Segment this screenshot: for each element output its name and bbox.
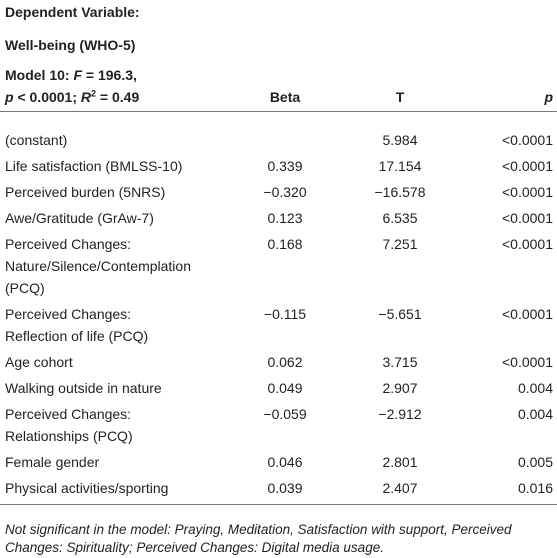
- label-line: Walking outside in nature: [5, 380, 162, 396]
- p-cell: 0.004: [517, 406, 553, 422]
- row-label: Awe/Gratitude (GrAw-7): [0, 205, 240, 231]
- dependent-variable: Well-being (WHO-5): [5, 37, 136, 53]
- p-cell: <0.0001: [502, 132, 553, 148]
- column-header: p: [544, 89, 553, 105]
- row-label: (constant): [0, 127, 240, 153]
- text: 2: [91, 88, 97, 99]
- label-line: Perceived burden (5NRS): [5, 184, 166, 200]
- text: Model 10:: [5, 67, 74, 83]
- row-label: Perceived Changes: Nature/Silence/Contemp…: [0, 231, 240, 301]
- text: < 0.0001;: [13, 89, 81, 105]
- model-stats: Model 10: F = 196.3, p < 0.0001; R2 = 0.4…: [5, 64, 139, 108]
- row-label: Perceived Changes: Relationships (PCQ): [0, 401, 240, 449]
- label-line: Female gender: [5, 454, 100, 470]
- table-row: Walking outside in nature 0.049 2.907 0.004: [0, 375, 557, 401]
- rule: [0, 111, 557, 112]
- text: p: [5, 89, 14, 105]
- footnote: Not significant in the model: Praying, M…: [5, 522, 512, 555]
- t-cell: 2.407: [382, 480, 418, 496]
- beta-cell: −0.059: [263, 406, 307, 422]
- row-label: Life satisfaction (BMLSS-10): [0, 153, 240, 179]
- label-line: (PCQ): [5, 280, 45, 296]
- row-label: Physical activities/sporting: [0, 475, 240, 501]
- row-label: Age cohort: [0, 349, 240, 375]
- row-label: Perceived Changes: Reflection of life (PC…: [0, 301, 240, 349]
- table-row: Age cohort 0.062 3.715 <0.0001: [0, 349, 557, 375]
- label-line: Perceived Changes:: [5, 406, 132, 422]
- label-line: Reflection of life (PCQ): [5, 328, 149, 344]
- beta-cell: −0.320: [263, 184, 307, 200]
- p-cell: <0.0001: [502, 184, 553, 200]
- label-line: Awe/Gratitude (GrAw-7): [5, 210, 154, 226]
- p-cell: <0.0001: [502, 236, 553, 252]
- p-cell: 0.004: [517, 380, 553, 396]
- beta-cell: 0.046: [267, 454, 303, 470]
- table-row: Perceived Changes: Reflection of life (PC…: [0, 301, 557, 349]
- text: = 196.3,: [82, 67, 137, 83]
- dependent-label: Dependent Variable:: [5, 4, 140, 20]
- table: (constant) 5.984 <0.0001 Life satisfaction …: [0, 127, 557, 501]
- t-cell: −2.912: [378, 406, 422, 422]
- table-row: Perceived Changes: Relationships (PCQ) −0.…: [0, 401, 557, 449]
- text: R: [80, 89, 92, 105]
- beta-cell: 0.168: [267, 236, 303, 252]
- table-row: Physical activities/sporting 0.039 2.407 0.…: [0, 475, 557, 501]
- label-line: Physical activities/sporting: [5, 480, 169, 496]
- p-cell: 0.005: [517, 454, 553, 470]
- p-cell: <0.0001: [502, 158, 553, 174]
- table-row: Awe/Gratitude (GrAw-7) 0.123 6.535 <0.0001: [0, 205, 557, 231]
- t-cell: −5.651: [378, 306, 422, 322]
- row-label: Female gender: [0, 449, 240, 475]
- p-cell: <0.0001: [502, 306, 553, 322]
- label-line: Nature/Silence/Contemplation: [5, 258, 191, 274]
- table-row: Perceived Changes: Nature/Silence/Contemp…: [0, 231, 557, 301]
- rule: [0, 504, 557, 505]
- label-line: Perceived Changes:: [5, 236, 132, 252]
- table-row: (constant) 5.984 <0.0001: [0, 127, 557, 153]
- text: F: [73, 67, 83, 83]
- row-label: Walking outside in nature: [0, 375, 240, 401]
- beta-cell: 0.049: [267, 380, 303, 396]
- table-row: Female gender 0.046 2.801 0.005: [0, 449, 557, 475]
- label-line: (constant): [5, 132, 68, 148]
- label-line: Perceived Changes:: [5, 306, 132, 322]
- column-header: Beta: [269, 89, 301, 105]
- p-cell: 0.016: [517, 480, 553, 496]
- p-cell: <0.0001: [502, 354, 553, 370]
- t-cell: 7.251: [382, 236, 418, 252]
- beta-cell: [240, 127, 330, 153]
- table-row: Life satisfaction (BMLSS-10) 0.339 17.154 <…: [0, 153, 557, 179]
- p-cell: <0.0001: [502, 210, 553, 226]
- beta-cell: 0.339: [267, 158, 303, 174]
- beta-cell: 0.039: [267, 480, 303, 496]
- label-line: Relationships (PCQ): [5, 428, 133, 444]
- t-cell: 2.801: [382, 454, 418, 470]
- column-header: T: [395, 89, 405, 105]
- beta-cell: 0.062: [267, 354, 303, 370]
- beta-cell: 0.123: [267, 210, 303, 226]
- label-line: Age cohort: [5, 354, 73, 370]
- t-cell: 5.984: [382, 132, 418, 148]
- t-cell: 3.715: [382, 354, 418, 370]
- row-label: Perceived burden (5NRS): [0, 179, 240, 205]
- table-row: Perceived burden (5NRS) −0.320 −16.578 <0.0…: [0, 179, 557, 205]
- t-cell: 6.535: [382, 210, 418, 226]
- t-cell: 2.907: [382, 380, 418, 396]
- text: = 0.49: [96, 89, 140, 105]
- label-line: Life satisfaction (BMLSS-10): [5, 158, 183, 174]
- beta-cell: −0.115: [263, 306, 307, 322]
- t-cell: 17.154: [378, 158, 422, 174]
- t-cell: −16.578: [374, 184, 426, 200]
